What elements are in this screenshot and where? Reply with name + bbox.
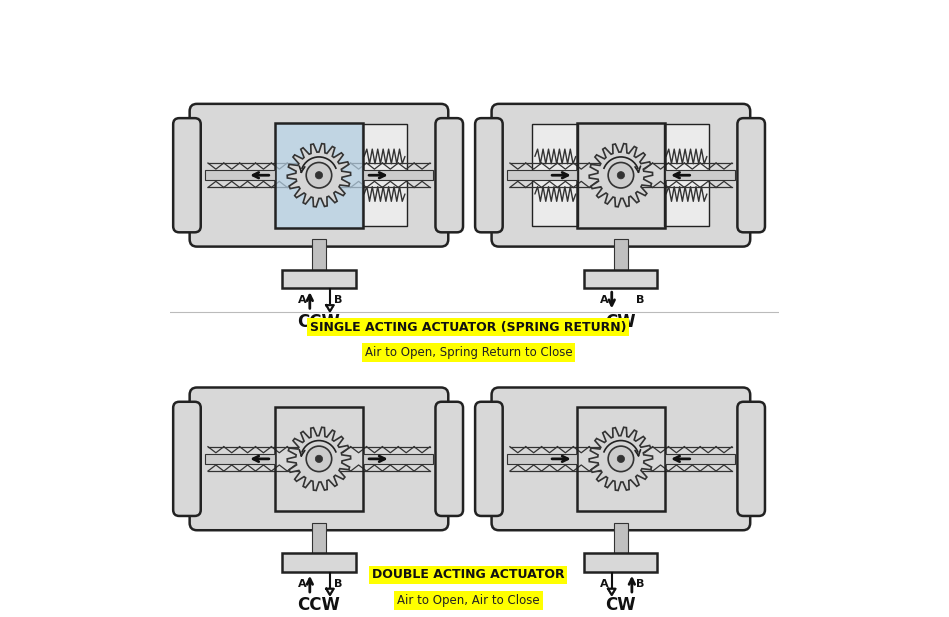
FancyBboxPatch shape	[492, 387, 751, 530]
Text: B: B	[636, 296, 644, 305]
Bar	[274, 407, 363, 511]
Bar	[577, 123, 665, 228]
Polygon shape	[608, 589, 615, 595]
FancyBboxPatch shape	[190, 387, 448, 530]
FancyBboxPatch shape	[436, 402, 463, 516]
Circle shape	[608, 162, 634, 188]
Bar	[663, 124, 709, 226]
Polygon shape	[326, 589, 334, 595]
Bar	[363, 454, 433, 464]
Bar	[274, 123, 363, 228]
Bar	[205, 454, 274, 464]
FancyBboxPatch shape	[475, 402, 503, 516]
FancyBboxPatch shape	[190, 104, 448, 247]
FancyBboxPatch shape	[475, 118, 503, 233]
FancyBboxPatch shape	[737, 118, 765, 233]
Bar	[585, 553, 658, 572]
Circle shape	[315, 455, 323, 463]
Bar	[665, 454, 735, 464]
Bar	[507, 170, 577, 180]
Polygon shape	[326, 305, 334, 311]
FancyBboxPatch shape	[436, 118, 463, 233]
Circle shape	[315, 172, 323, 179]
Polygon shape	[589, 427, 653, 491]
Bar	[362, 124, 407, 226]
Bar	[312, 239, 326, 270]
Polygon shape	[288, 427, 351, 491]
Bar	[274, 123, 363, 228]
Text: A: A	[600, 579, 608, 589]
Bar	[283, 553, 356, 572]
Text: DOUBLE ACTING ACTUATOR: DOUBLE ACTING ACTUATOR	[372, 568, 565, 581]
Bar	[665, 170, 735, 180]
Text: B: B	[636, 579, 644, 589]
Bar	[205, 170, 274, 180]
FancyBboxPatch shape	[492, 104, 751, 247]
Bar	[283, 270, 356, 288]
Text: Air to Open, Air to Close: Air to Open, Air to Close	[397, 594, 540, 607]
Circle shape	[608, 446, 634, 471]
Bar	[577, 407, 665, 511]
Text: CW: CW	[605, 596, 636, 615]
Polygon shape	[288, 144, 351, 207]
Text: CW: CW	[605, 313, 636, 331]
Circle shape	[617, 172, 624, 179]
Text: A: A	[600, 296, 608, 305]
Bar	[614, 523, 627, 553]
Text: CCW: CCW	[298, 596, 341, 615]
Text: B: B	[334, 296, 343, 305]
Bar	[614, 239, 627, 270]
FancyBboxPatch shape	[737, 402, 765, 516]
Text: SINGLE ACTING ACTUATOR (SPRING RETURN): SINGLE ACTING ACTUATOR (SPRING RETURN)	[310, 321, 626, 334]
Text: CCW: CCW	[298, 313, 341, 331]
Bar	[312, 523, 326, 553]
Bar	[507, 454, 577, 464]
Polygon shape	[589, 144, 653, 207]
Bar	[363, 170, 433, 180]
FancyBboxPatch shape	[173, 402, 201, 516]
Bar	[532, 124, 578, 226]
Text: A: A	[298, 296, 307, 305]
Text: B: B	[334, 579, 343, 589]
Text: Air to Open, Spring Return to Close: Air to Open, Spring Return to Close	[364, 346, 572, 359]
FancyBboxPatch shape	[173, 118, 201, 233]
Bar	[585, 270, 658, 288]
Circle shape	[307, 446, 332, 471]
Text: A: A	[298, 579, 307, 589]
Circle shape	[617, 455, 624, 463]
Circle shape	[307, 162, 332, 188]
